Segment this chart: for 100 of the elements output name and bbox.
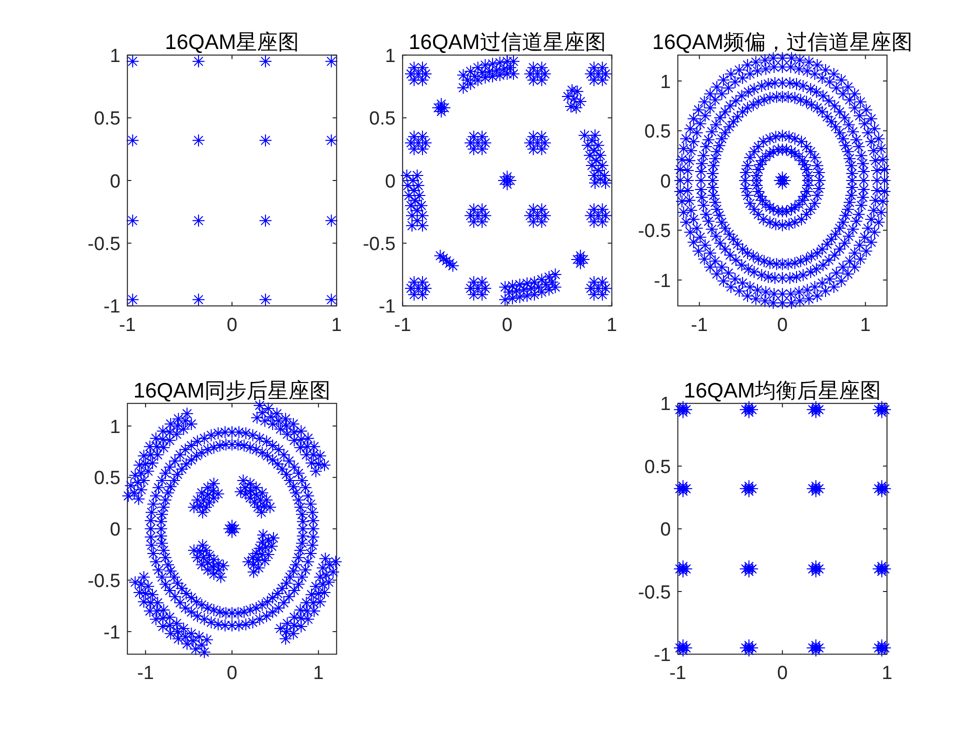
point [156, 612, 170, 625]
point [592, 164, 605, 177]
y-tick-label: -1 [103, 296, 120, 318]
point [306, 596, 320, 610]
chart-title: 16QAM过信道星座图 [408, 31, 606, 54]
point [163, 426, 176, 439]
point [532, 280, 546, 294]
y-tick-label: 1 [660, 72, 671, 93]
point [468, 70, 482, 83]
point [280, 420, 293, 433]
y-tick-label: 0.5 [94, 108, 120, 130]
x-tick-label: 1 [860, 314, 871, 336]
point [139, 587, 152, 600]
x-tick-label: -1 [690, 314, 708, 336]
point [280, 625, 293, 638]
y-tick-label: 0 [110, 171, 120, 192]
point [126, 293, 140, 306]
point [195, 638, 208, 652]
point [258, 293, 272, 306]
chart-title: 16QAM均衡后星座图 [684, 379, 881, 402]
point [504, 61, 517, 74]
chart-title: 16QAM星座图 [164, 31, 300, 54]
point [139, 458, 152, 471]
point [288, 618, 301, 632]
point [524, 282, 538, 295]
y-tick-label: 1 [110, 46, 120, 67]
point [588, 144, 601, 157]
point [126, 54, 140, 68]
point [294, 432, 308, 446]
point [192, 134, 206, 147]
y-tick-label: 0.5 [369, 108, 396, 130]
point [510, 284, 524, 298]
point [264, 410, 278, 424]
y-tick-label: 0 [385, 171, 396, 192]
x-tick-label: 0 [502, 314, 512, 336]
point [324, 54, 338, 68]
point [539, 278, 552, 292]
point [490, 64, 504, 77]
point [306, 448, 320, 462]
point [498, 62, 511, 76]
point [324, 214, 338, 228]
point [590, 154, 603, 167]
point [408, 194, 422, 208]
x-tick-label: 1 [882, 663, 892, 684]
point [258, 54, 272, 68]
x-tick-label: 0 [226, 314, 238, 336]
point [134, 578, 148, 591]
y-tick-label: 0 [660, 171, 671, 192]
point [482, 64, 496, 78]
point [171, 625, 184, 638]
point [312, 458, 325, 471]
x-tick-label: 1 [606, 314, 618, 336]
x-tick-label: -1 [137, 663, 154, 684]
y-tick-label: -1 [654, 270, 671, 292]
chart-title: 16QAM同步后星座图 [133, 379, 331, 402]
point [288, 426, 301, 439]
point [256, 406, 269, 420]
y-tick-label: 1 [660, 394, 671, 416]
y-tick-label: 1 [385, 46, 396, 67]
point [410, 214, 424, 228]
point [294, 612, 308, 625]
y-tick-label: -0.5 [362, 234, 396, 255]
point [131, 476, 144, 490]
point [192, 54, 206, 68]
point [476, 66, 489, 80]
point [144, 448, 158, 462]
point [324, 293, 338, 306]
point [517, 283, 530, 296]
point [460, 74, 474, 87]
point [594, 172, 607, 186]
point [126, 134, 140, 147]
y-tick-label: -1 [654, 645, 671, 666]
point [408, 184, 421, 198]
point [546, 276, 559, 289]
point [163, 618, 176, 632]
y-tick-label: -0.5 [88, 234, 120, 255]
point [156, 432, 170, 446]
y-tick-label: -0.5 [88, 570, 120, 592]
point [192, 293, 206, 306]
y-tick-label: -1 [103, 622, 120, 644]
x-tick-label: 1 [313, 663, 324, 684]
point [312, 587, 325, 600]
point [178, 630, 192, 644]
x-tick-label: 1 [331, 314, 342, 336]
y-tick-label: 1 [110, 416, 120, 438]
point [324, 134, 338, 147]
point [300, 604, 314, 618]
point [126, 214, 140, 228]
point [150, 440, 164, 454]
y-tick-label: 0 [110, 520, 120, 541]
point [150, 604, 164, 618]
point [144, 596, 158, 610]
point [410, 204, 424, 218]
point [186, 634, 200, 648]
y-tick-label: 0.5 [644, 122, 671, 143]
point [406, 174, 420, 187]
point [192, 214, 206, 228]
y-tick-label: 0.5 [94, 468, 120, 490]
x-tick-label: 0 [777, 663, 788, 684]
point [300, 440, 314, 454]
